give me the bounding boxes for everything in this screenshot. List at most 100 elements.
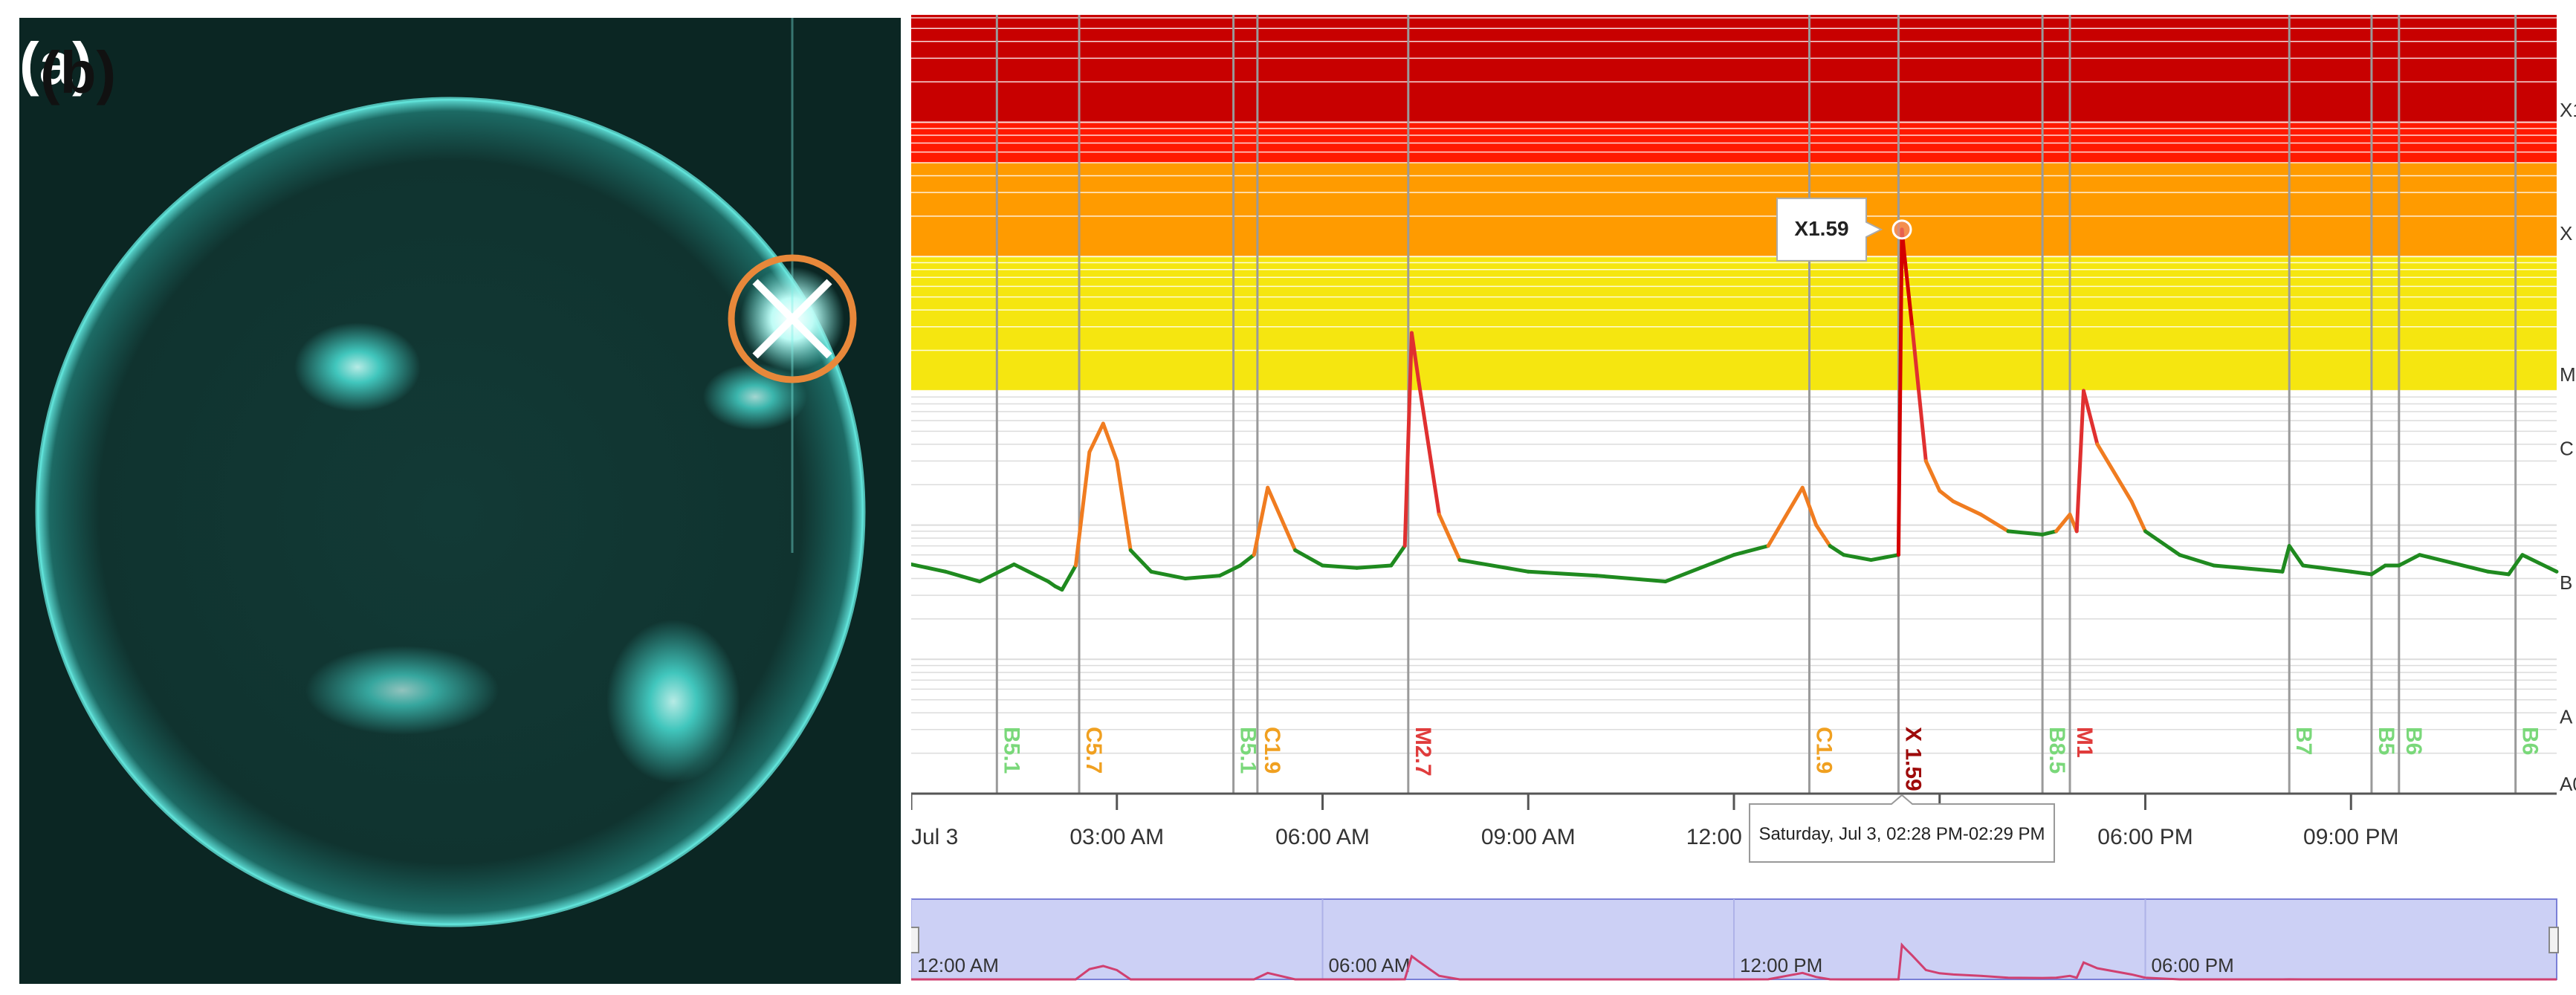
flare-marker-label: X 1.59: [1900, 727, 1925, 791]
flux-series-segment: [2418, 553, 2491, 574]
band-m-class: [911, 256, 2557, 391]
flux-series-segment: [2212, 563, 2285, 574]
flux-series-segment: [1896, 227, 1904, 557]
x-tick-label: Jul 3: [911, 825, 958, 849]
flux-series-segment: [1060, 563, 1078, 592]
flux-series-segment: [2143, 529, 2182, 557]
flux-series-segment: [2520, 553, 2559, 574]
flux-series-segment: [2280, 544, 2291, 574]
active-region-3: [606, 620, 740, 783]
flux-series-segment: [2506, 553, 2525, 577]
panel-b-label: (b): [40, 39, 117, 106]
flare-highlight-circle: [728, 254, 857, 383]
flux-series-segment: [1732, 544, 1770, 557]
flux-series-segment: [1800, 485, 1819, 528]
navigator-tick-label: 12:00 PM: [1740, 954, 1822, 976]
flux-series-segment: [1409, 331, 1421, 383]
flare-marker-label: B5.1: [999, 727, 1023, 774]
flare-chart-panel: A0ABCMXX10 B5.1C5.7B5.1C1.9M2.7C1.9X 1.5…: [911, 0, 2576, 995]
x-tick-label: 06:00 AM: [1275, 825, 1370, 849]
flux-series-segment: [1012, 562, 1050, 584]
x-tick-label: 09:00 AM: [1481, 825, 1576, 849]
flux-series-segment: [1087, 421, 1105, 454]
flux-series-segment: [1355, 563, 1394, 570]
flare-marker-label: C1.9: [1811, 727, 1836, 774]
flux-series-segment: [2287, 544, 2305, 568]
flux-series-segment: [1869, 553, 1900, 563]
flux-series-segment: [1814, 523, 1832, 548]
flare-marker-label: M1: [2072, 727, 2097, 758]
flare-marker-label: B6: [2401, 727, 2426, 755]
flux-series-segment: [1321, 563, 1359, 570]
flux-series-segment: [1252, 485, 1270, 557]
time-tooltip-text: Saturday, Jul 3, 02:28 PM-02:29 PM: [1758, 824, 2045, 844]
flux-series-segment: [1402, 331, 1414, 548]
flux-series-segment: [1217, 563, 1243, 578]
flux-series-segment: [1115, 458, 1133, 552]
y-class-label: X: [2560, 222, 2572, 244]
flare-marker-label: B5: [2374, 727, 2398, 755]
flux-series-segment: [1910, 325, 1928, 463]
flux-series-segment: [1183, 574, 1222, 581]
peak-tooltip-text: X1.59: [1794, 217, 1848, 240]
flux-series-segment: [1902, 249, 1915, 329]
flux-series-segment: [1457, 558, 1530, 574]
navigator-tick-label: 06:00 AM: [1329, 954, 1411, 976]
flux-series-segment: [1266, 485, 1298, 552]
flux-series-segment: [2095, 442, 2134, 504]
navigator-handle-right[interactable]: [2549, 927, 2559, 953]
x-tick-label: 06:00 PM: [2097, 825, 2192, 849]
flux-series-segment: [1842, 553, 1873, 563]
navigator-tick-label: 06:00 PM: [2152, 954, 2234, 976]
flux-series-segment: [1437, 512, 1462, 563]
flux-series-segment: [1149, 569, 1188, 581]
flux-series-segment: [1938, 488, 1955, 504]
flux-series-segment: [2486, 569, 2511, 577]
flux-series-segment: [1389, 544, 1407, 568]
navigator-series: [911, 942, 2557, 981]
flux-series-segment: [1417, 378, 1441, 516]
flux-series-segment: [1128, 548, 1153, 574]
flux-series-segment: [2129, 499, 2147, 534]
solar-disk-image: [19, 18, 901, 984]
flare-marker-label: B6: [2518, 727, 2543, 755]
flux-series-segment: [1951, 499, 1983, 516]
band-above-x10: [911, 15, 2557, 123]
flux-series-segment: [1923, 458, 1942, 493]
flare-marker-label: M2.7: [1411, 727, 1435, 777]
navigator-tick-label: 12:00 AM: [917, 954, 999, 976]
band-x10-class: [911, 122, 2557, 163]
x-tick-label: 03:00 AM: [1069, 825, 1164, 849]
flux-series-segment: [2006, 529, 2045, 537]
panel-a-label: (a): [19, 30, 92, 97]
y-class-label: C: [2560, 437, 2574, 459]
tooltips: X1.59 Saturday, Jul 3, 02:28 PM-02:29 PM: [1749, 197, 2056, 863]
gridlines: [911, 17, 2557, 794]
solar-disk-svg: [19, 18, 901, 984]
flux-series-segment: [1293, 548, 1324, 568]
flux-series-segment: [2301, 563, 2353, 574]
peak-point: [1891, 219, 1912, 240]
goes-xray-flux-chart: A0ABCMXX10 B5.1C5.7B5.1C1.9M2.7C1.9X 1.5…: [911, 15, 2576, 981]
flux-series-segment: [1828, 544, 1846, 557]
y-class-label: X10: [2560, 99, 2576, 121]
flare-marker-label: C5.7: [1081, 727, 1106, 774]
navigator-handle-left[interactable]: [911, 927, 919, 953]
flare-marker-label: C1.9: [1260, 727, 1284, 774]
flux-series-segment: [1595, 574, 1668, 584]
flare-marker-label: B7: [2291, 727, 2316, 755]
time-navigator[interactable]: 12:00 AM 06:00 AM 12:00 PM 06:00 PM: [911, 898, 2559, 981]
band-x-class: [911, 162, 2557, 257]
flux-series-segment: [2178, 553, 2216, 568]
flux-series-segment: [2397, 553, 2421, 568]
y-class-label: B: [2560, 571, 2572, 594]
flux-series-segment: [1101, 421, 1119, 463]
flare-marker-label: B8.5: [2045, 727, 2069, 774]
flux-series-segment: [911, 562, 948, 574]
flux-series-segment: [977, 562, 1016, 584]
x-tick-label: 09:00 PM: [2303, 825, 2398, 849]
flux-series-segment: [1238, 553, 1256, 568]
flux-series-segment: [2054, 512, 2072, 534]
flux-series-segment: [1978, 512, 2010, 534]
y-class-label: A: [2560, 706, 2573, 728]
